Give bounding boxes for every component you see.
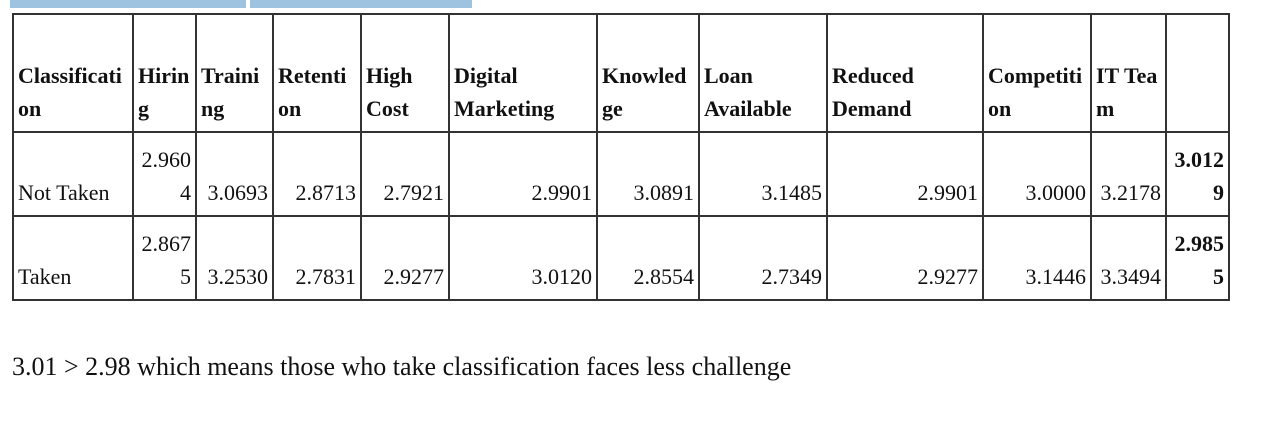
table-cell: 3.2530: [195, 215, 274, 301]
table-cell: 2.9901: [826, 131, 984, 217]
table-cell: 2.8554: [596, 215, 700, 301]
table-cell: 2.7349: [698, 215, 828, 301]
table-cell: 2.8675: [132, 215, 197, 301]
row-label: Taken: [12, 215, 134, 301]
table-cell: 3.0693: [195, 131, 274, 217]
conclusion-text: 3.01 > 2.98 which means those who take c…: [12, 352, 792, 381]
table-cell: 3.3494: [1090, 215, 1167, 301]
column-header: Digital Marketing: [448, 13, 598, 133]
column-header: Knowledge: [596, 13, 700, 133]
column-header: High Cost: [360, 13, 450, 133]
table-cell: 3.2178: [1090, 131, 1167, 217]
header-row: Classification Hiring Training Retention Hig…: [12, 13, 1230, 133]
table-cell: 2.9277: [826, 215, 984, 301]
header-strip: [250, 0, 472, 8]
row-label: Not Taken: [12, 131, 134, 217]
row-average: 3.0129: [1165, 131, 1230, 217]
challenges-table: Classification Hiring Training Retention Hig…: [12, 13, 1230, 301]
table-cell: 3.0891: [596, 131, 700, 217]
table-cell: 3.0000: [982, 131, 1092, 217]
table-cell: 2.8713: [272, 131, 362, 217]
header-strip: [10, 0, 246, 8]
table-cell: 3.1485: [698, 131, 828, 217]
table-cell: 2.9901: [448, 131, 598, 217]
table-cell: 2.9604: [132, 131, 197, 217]
column-header: Hiring: [132, 13, 197, 133]
column-header: Loan Available: [698, 13, 828, 133]
column-header: Training: [195, 13, 274, 133]
column-header: [1165, 13, 1230, 133]
table-row: Not Taken 2.9604 3.0693 2.8713 2.7921 2.9901 3…: [12, 131, 1230, 217]
column-header: Retention: [272, 13, 362, 133]
table-cell: 2.7831: [272, 215, 362, 301]
table-cell: 3.0120: [448, 215, 598, 301]
row-average: 2.9855: [1165, 215, 1230, 301]
column-header: Classification: [12, 13, 134, 133]
column-header: Reduced Demand: [826, 13, 984, 133]
column-header: IT Team: [1090, 13, 1167, 133]
table-cell: 2.9277: [360, 215, 450, 301]
table-cell: 3.1446: [982, 215, 1092, 301]
column-header: Competition: [982, 13, 1092, 133]
table-cell: 2.7921: [360, 131, 450, 217]
table-row: Taken 2.8675 3.2530 2.7831 2.9277 3.0120 2.855…: [12, 215, 1230, 301]
